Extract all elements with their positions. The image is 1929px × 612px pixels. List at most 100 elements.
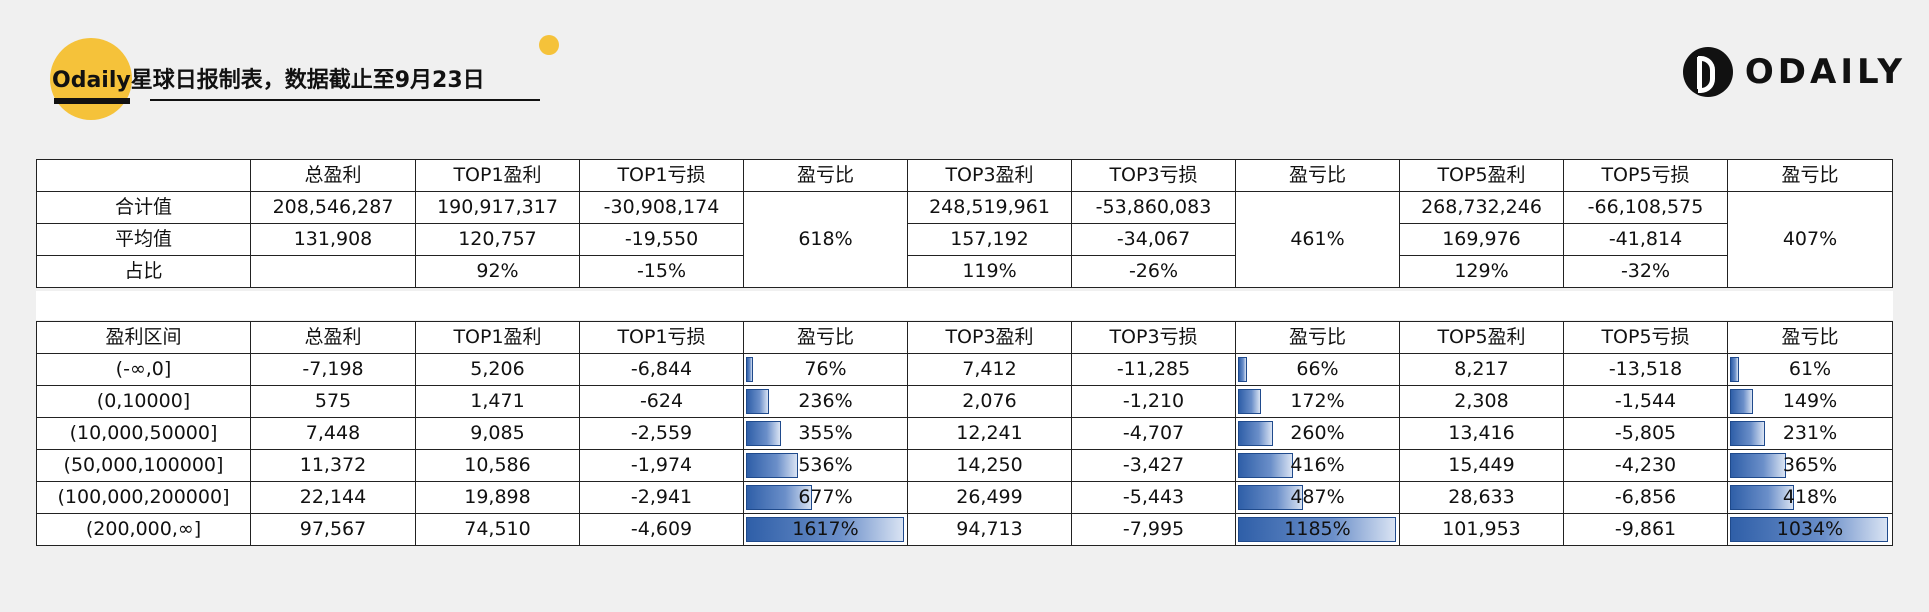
header-cell: 盈亏比 bbox=[1727, 159, 1893, 192]
cell-ratio-top5: 365% bbox=[1727, 449, 1893, 482]
cell-top1-loss: -1,974 bbox=[579, 449, 744, 482]
cell-top1-profit: 92% bbox=[415, 255, 580, 288]
title-underline-thick bbox=[54, 98, 130, 104]
cell-ratio-top1: 536% bbox=[743, 449, 908, 482]
cell-total: 22,144 bbox=[250, 481, 416, 514]
ratio-data-bar bbox=[1730, 421, 1765, 446]
table-row: (10,000,50000] 7,448 9,085 -2,559 355% 12,241… bbox=[36, 417, 1893, 450]
cell-ratio-top3: 260% bbox=[1235, 417, 1400, 450]
logo-text: ODAILY bbox=[1744, 52, 1906, 92]
cell-total: 11,372 bbox=[250, 449, 416, 482]
cell-top1-loss: -30,908,174 bbox=[579, 191, 744, 224]
cell-top5-loss: -66,108,575 bbox=[1563, 191, 1728, 224]
cell-top3-profit: 2,076 bbox=[907, 385, 1072, 418]
ratio-data-bar bbox=[1238, 357, 1247, 382]
cell-top1-profit: 5,206 bbox=[415, 353, 580, 386]
cell-top3-loss: -11,285 bbox=[1071, 353, 1236, 386]
header-cell: TOP5盈利 bbox=[1399, 159, 1564, 192]
header-cell: TOP5亏损 bbox=[1563, 159, 1728, 192]
cell-total: 208,546,287 bbox=[250, 191, 416, 224]
cell-top5-loss: -1,544 bbox=[1563, 385, 1728, 418]
cell-top3-loss: -7,995 bbox=[1071, 513, 1236, 546]
cell-top3-loss: -34,067 bbox=[1071, 223, 1236, 256]
header-cell: TOP1亏损 bbox=[579, 159, 744, 192]
cell-ratio-top1: 1617% bbox=[743, 513, 908, 546]
ratio-data-bar bbox=[1730, 357, 1739, 382]
header-cell: 盈利区间 bbox=[36, 321, 251, 354]
decorative-yellow-circle bbox=[50, 38, 132, 120]
cell-top1-profit: 19,898 bbox=[415, 481, 580, 514]
ratio-label: 487% bbox=[1290, 486, 1345, 508]
cell-top5-profit: 13,416 bbox=[1399, 417, 1564, 450]
header-cell: TOP1亏损 bbox=[579, 321, 744, 354]
cell-ratio-top3: 66% bbox=[1235, 353, 1400, 386]
ratio-data-bar bbox=[746, 357, 753, 382]
cell-top5-profit: 129% bbox=[1399, 255, 1564, 288]
cell-top1-profit: 10,586 bbox=[415, 449, 580, 482]
page-title: Odaily星球日报制表，数据截止至9月23日 bbox=[52, 68, 485, 93]
ratio-data-bar bbox=[746, 517, 904, 542]
cell-top3-loss: -53,860,083 bbox=[1071, 191, 1236, 224]
cell-ratio-top5: 407% bbox=[1727, 191, 1893, 288]
cell-top1-loss: -624 bbox=[579, 385, 744, 418]
cell-top1-loss: -4,609 bbox=[579, 513, 744, 546]
row-label: 平均值 bbox=[36, 223, 251, 256]
row-label: (50,000,100000] bbox=[36, 449, 251, 482]
odaily-logo-icon bbox=[1682, 47, 1733, 97]
row-label: (200,000,∞] bbox=[36, 513, 251, 546]
cell-top5-profit: 28,633 bbox=[1399, 481, 1564, 514]
cell-top5-profit: 169,976 bbox=[1399, 223, 1564, 256]
cell-top3-loss: -1,210 bbox=[1071, 385, 1236, 418]
cell-total bbox=[250, 255, 416, 288]
header-cell bbox=[36, 159, 251, 192]
cell-ratio-top5: 231% bbox=[1727, 417, 1893, 450]
cell-top5-loss: -41,814 bbox=[1563, 223, 1728, 256]
cell-top1-profit: 1,471 bbox=[415, 385, 580, 418]
ratio-label: 677% bbox=[798, 486, 853, 508]
cell-top5-profit: 2,308 bbox=[1399, 385, 1564, 418]
ratio-label: 66% bbox=[1296, 358, 1339, 380]
header-cell: TOP5亏损 bbox=[1563, 321, 1728, 354]
ratio-label: 76% bbox=[804, 358, 847, 380]
cell-top5-profit: 101,953 bbox=[1399, 513, 1564, 546]
ratio-data-bar bbox=[1238, 485, 1303, 510]
header-cell: TOP3盈利 bbox=[907, 321, 1072, 354]
cell-ratio-top1: 76% bbox=[743, 353, 908, 386]
row-label: (10,000,50000] bbox=[36, 417, 251, 450]
header-cell: TOP1盈利 bbox=[415, 321, 580, 354]
ratio-label: 61% bbox=[1788, 358, 1832, 380]
ratio-label: 260% bbox=[1290, 422, 1345, 444]
cell-top1-loss: -6,844 bbox=[579, 353, 744, 386]
cell-top5-profit: 15,449 bbox=[1399, 449, 1564, 482]
cell-ratio-top3: 172% bbox=[1235, 385, 1400, 418]
header-cell: 总盈利 bbox=[250, 159, 416, 192]
cell-total: 97,567 bbox=[250, 513, 416, 546]
summary-table: 总盈利 TOP1盈利 TOP1亏损 盈亏比 TOP3盈利 TOP3亏损 盈亏比 … bbox=[36, 159, 1893, 288]
header-cell: TOP5盈利 bbox=[1399, 321, 1564, 354]
header-cell: 盈亏比 bbox=[743, 159, 908, 192]
cell-top1-loss: -19,550 bbox=[579, 223, 744, 256]
row-label: 占比 bbox=[36, 255, 251, 288]
ratio-label: 536% bbox=[798, 454, 853, 476]
ratio-data-bar bbox=[746, 453, 798, 478]
cell-top1-loss: -2,941 bbox=[579, 481, 744, 514]
cell-top3-profit: 248,519,961 bbox=[907, 191, 1072, 224]
cell-top1-loss: -15% bbox=[579, 255, 744, 288]
cell-top3-loss: -26% bbox=[1071, 255, 1236, 288]
header-cell: 盈亏比 bbox=[1235, 159, 1400, 192]
ratio-data-bar bbox=[1730, 517, 1888, 542]
table-row: (0,10000] 575 1,471 -624 236% 2,076 -1,210 172%… bbox=[36, 385, 1893, 418]
row-label: 合计值 bbox=[36, 191, 251, 224]
table-spacer bbox=[36, 291, 1893, 320]
cell-ratio-top5: 418% bbox=[1727, 481, 1893, 514]
cell-top3-profit: 12,241 bbox=[907, 417, 1072, 450]
summary-row-average: 平均值 131,908 120,757 -19,550 157,192 -34,… bbox=[36, 223, 1893, 256]
range-header-row: 盈利区间 总盈利 TOP1盈利 TOP1亏损 盈亏比 TOP3盈利 TOP3亏损… bbox=[36, 321, 1893, 354]
ratio-label: 365% bbox=[1782, 454, 1838, 476]
cell-ratio-top5: 149% bbox=[1727, 385, 1893, 418]
row-label: (-∞,0] bbox=[36, 353, 251, 386]
ratio-data-bar bbox=[1730, 389, 1753, 414]
ratio-label: 1617% bbox=[792, 518, 859, 540]
ratio-data-bar bbox=[746, 389, 769, 414]
title-underline-thin bbox=[150, 99, 540, 101]
